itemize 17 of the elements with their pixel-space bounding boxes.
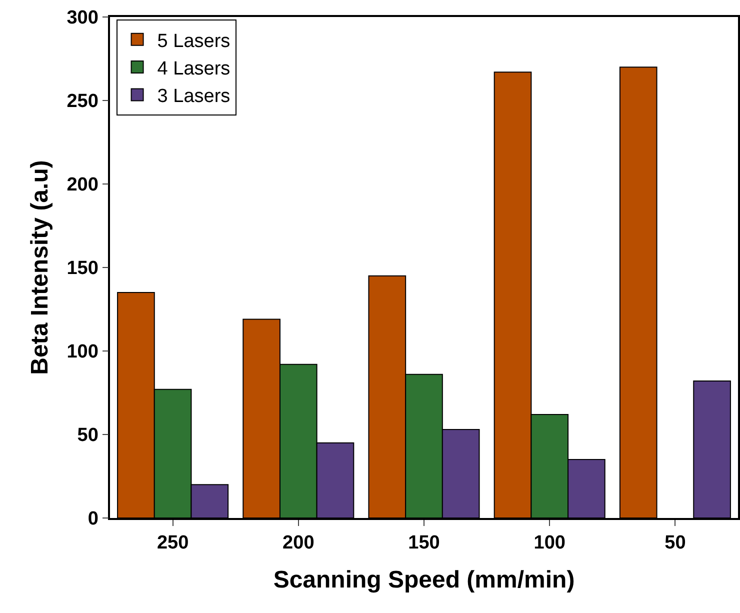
y-tick-label: 250 [66,91,98,112]
legend-label: 3 Lasers [157,86,230,108]
x-tick-label: 200 [282,532,314,554]
y-tick-label: 150 [66,258,98,280]
legend-label: 5 Lasers [157,30,230,52]
y-tick-label: 50 [77,425,98,446]
y-tick-label: 100 [66,342,98,363]
x-tick-label: 100 [534,532,566,554]
x-tick-label: 50 [664,532,686,554]
y-tick-label: 0 [88,508,98,530]
y-tick-label: 200 [66,174,98,196]
y-tick-label: 300 [66,8,98,29]
x-tick-label: 250 [156,532,189,554]
x-tick-label: 150 [408,532,440,554]
x-axis-title: Scanning Speed (mm/min) [273,566,575,594]
legend-label: 4 Lasers [157,58,230,80]
y-axis-title: Beta Intensity (a.u) [26,160,54,375]
